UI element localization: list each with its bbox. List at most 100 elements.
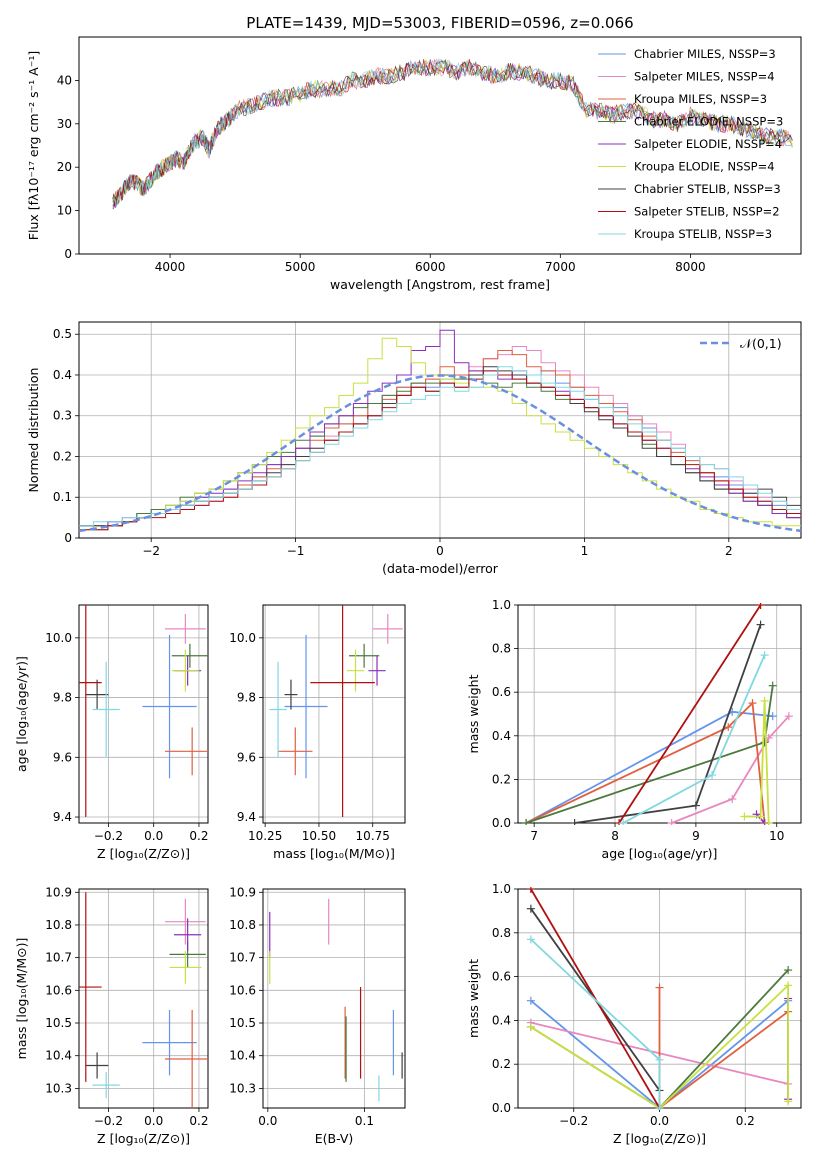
x-tick-label: 0.0 [144,1114,163,1128]
x-axis-label: mass [log₁₀(M/M⊙)] [273,846,395,861]
plot-frame [78,321,802,539]
y-tick-label: 0 [64,531,72,545]
y-tick-label: 0.4 [53,368,72,382]
legend-label: Chabrier MILES, NSSP=3 [634,47,776,61]
y-tick-label: 0.6 [492,685,511,699]
y-tick-label: 10.9 [229,885,256,899]
y-tick-label: 10.5 [229,1016,256,1030]
x-tick-label: 5000 [285,260,316,274]
x-tick-label: −0.2 [94,1114,123,1128]
x-tick-label: 8000 [675,260,706,274]
legend-label: Kroupa ELODIE, NSSP=4 [634,160,775,174]
y-tick-label: 9.8 [237,691,256,705]
histogram-step [79,370,801,531]
weight-line [622,654,766,824]
x-tick-label: 0.1 [355,1114,374,1128]
x-axis-label: age [log₁₀(age/yr)] [602,846,718,861]
weight-line [658,987,789,1110]
y-tick-label: 0 [64,247,72,261]
x-tick-label: 0.2 [189,1114,208,1128]
y-tick-label: 0.4 [492,1013,511,1027]
x-tick-label: 0.0 [258,1114,277,1128]
legend-label: Kroupa STELIB, NSSP=3 [634,227,772,241]
x-axis-label: Z [log₁₀(Z/Z⊙)] [97,1131,190,1146]
plot-frame [262,888,406,1109]
x-tick-label: 1 [581,544,589,558]
y-axis-label: mass weight [466,674,481,753]
y-tick-label: 0.2 [53,449,72,463]
y-tick-label: 10.0 [45,631,72,645]
y-tick-label: 0.6 [492,970,511,984]
plot-frame [517,604,802,824]
x-tick-label: 8 [611,829,619,843]
weight-group [526,887,793,1110]
x-tick-label: 0.0 [650,1114,669,1128]
x-tick-label: 10.75 [356,829,390,843]
weight-line [618,604,762,824]
y-tick-label: 40 [57,73,72,87]
weight-line [530,938,661,1108]
y-tick-label: 1.0 [492,882,511,896]
y-tick-label: 10.8 [45,918,72,932]
y-tick-label: 0.8 [492,642,511,656]
x-tick-label: 7000 [545,260,576,274]
spectrum-line [112,58,793,208]
y-tick-label: 0.2 [492,1057,511,1071]
x-tick-label: 0.0 [144,829,163,843]
x-tick-label: −2 [142,544,160,558]
y-tick-label: 0.0 [492,1101,511,1115]
spectrum-line [112,58,793,207]
y-tick-label: 0.4 [492,729,511,743]
legend-label: Salpeter ELODIE, NSSP=4 [634,137,782,151]
weight-line [525,701,769,824]
y-axis-label: Normed distribution [26,368,41,493]
chart-title: PLATE=1439, MJD=53003, FIBERID=0596, z=0… [246,14,633,32]
y-tick-label: 10.3 [229,1081,256,1095]
y-axis-label: mass [log₁₀(M/M⊙)] [14,938,29,1060]
x-axis-label: E(B-V) [315,1131,354,1146]
x-tick-label: 0.2 [189,829,208,843]
y-tick-label: 9.8 [53,691,72,705]
y-tick-label: 9.6 [53,750,72,764]
x-tick-label: 4000 [155,260,186,274]
y-tick-label: 0.2 [492,772,511,786]
y-tick-label: 9.4 [237,810,256,824]
x-tick-label: −0.2 [559,1114,588,1128]
y-tick-label: 1.0 [492,598,511,612]
y-tick-label: 0.0 [492,816,511,830]
y-tick-label: 10.6 [229,983,256,997]
x-tick-label: 6000 [415,260,446,274]
y-tick-label: 0.3 [53,409,72,423]
y-tick-label: 0.8 [492,926,511,940]
x-tick-label: 0.2 [736,1114,755,1128]
y-tick-label: 10.8 [229,918,256,932]
x-tick-label: 9 [692,829,700,843]
legend-label: 𝒩(0,1) [740,336,782,351]
x-axis-label: wavelength [Angstrom, rest frame] [330,277,550,292]
plot-frame [262,604,406,824]
errorbar-group [269,898,403,1102]
x-tick-label: −1 [287,544,305,558]
legend-label: Chabrier ELODIE, NSSP=3 [634,115,783,129]
legend-label: Kroupa MILES, NSSP=3 [634,92,767,106]
errorbar-group [79,605,208,818]
x-tick-label: 10 [769,829,784,843]
plot-frame [78,888,209,1109]
y-tick-label: 10.0 [229,631,256,645]
y-tick-label: 30 [57,117,72,131]
y-tick-label: 10.4 [45,1049,72,1063]
normal-curve [78,374,802,533]
y-tick-label: 9.6 [237,750,256,764]
y-tick-label: 10.7 [45,951,72,965]
x-axis-label: Z [log₁₀(Z/Z⊙)] [613,1131,706,1146]
x-tick-label: 7 [530,829,538,843]
legend-label: Salpeter STELIB, NSSP=2 [634,205,780,219]
x-tick-label: 2 [725,544,733,558]
y-tick-label: 10.5 [45,1016,72,1030]
y-axis-label: Flux [fλ10⁻¹⁷ erg cm⁻² s⁻¹ A⁻¹] [26,51,41,240]
x-tick-label: 10.50 [302,829,336,843]
y-tick-label: 10.7 [229,951,256,965]
plot-frame [78,604,209,824]
weight-line [744,700,770,824]
